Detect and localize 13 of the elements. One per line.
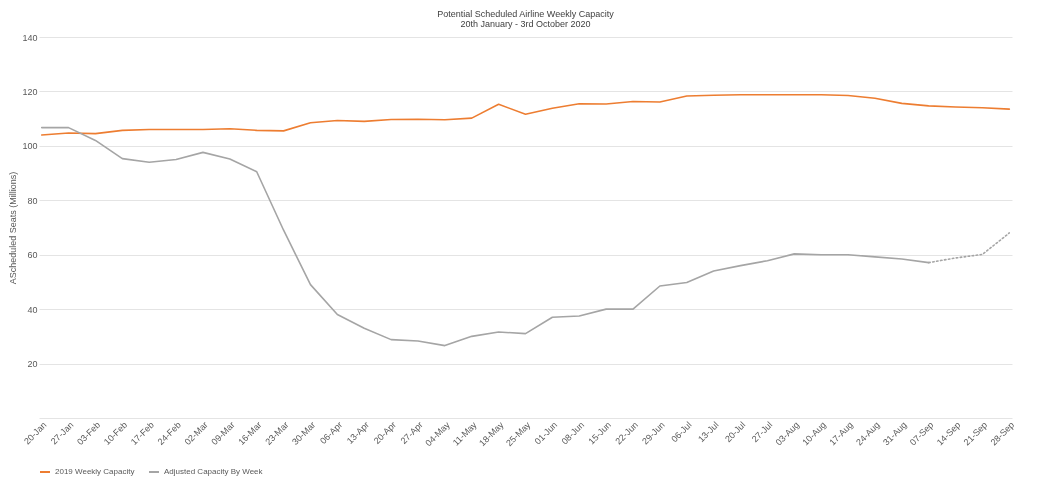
y-tick-label: 60 <box>27 250 38 261</box>
legend-label: 2019 Weekly Capacity <box>55 467 135 476</box>
y-tick-label: 80 <box>27 195 38 206</box>
y-axis-title: AScheduled Seats (Millions) <box>8 171 19 285</box>
y-tick-label: 20 <box>27 359 38 370</box>
y-tick-label: 140 <box>22 32 38 43</box>
chart-subtitle: 20th January - 3rd October 2020 <box>460 19 591 29</box>
y-tick-label: 100 <box>22 141 38 152</box>
legend-label: Adjusted Capacity By Week <box>164 467 264 476</box>
chart-title: Potential Scheduled Airline Weekly Capacity <box>437 9 615 19</box>
y-tick-label: 120 <box>22 86 38 97</box>
line-series <box>40 93 1011 136</box>
y-tick-label: 40 <box>27 304 38 315</box>
